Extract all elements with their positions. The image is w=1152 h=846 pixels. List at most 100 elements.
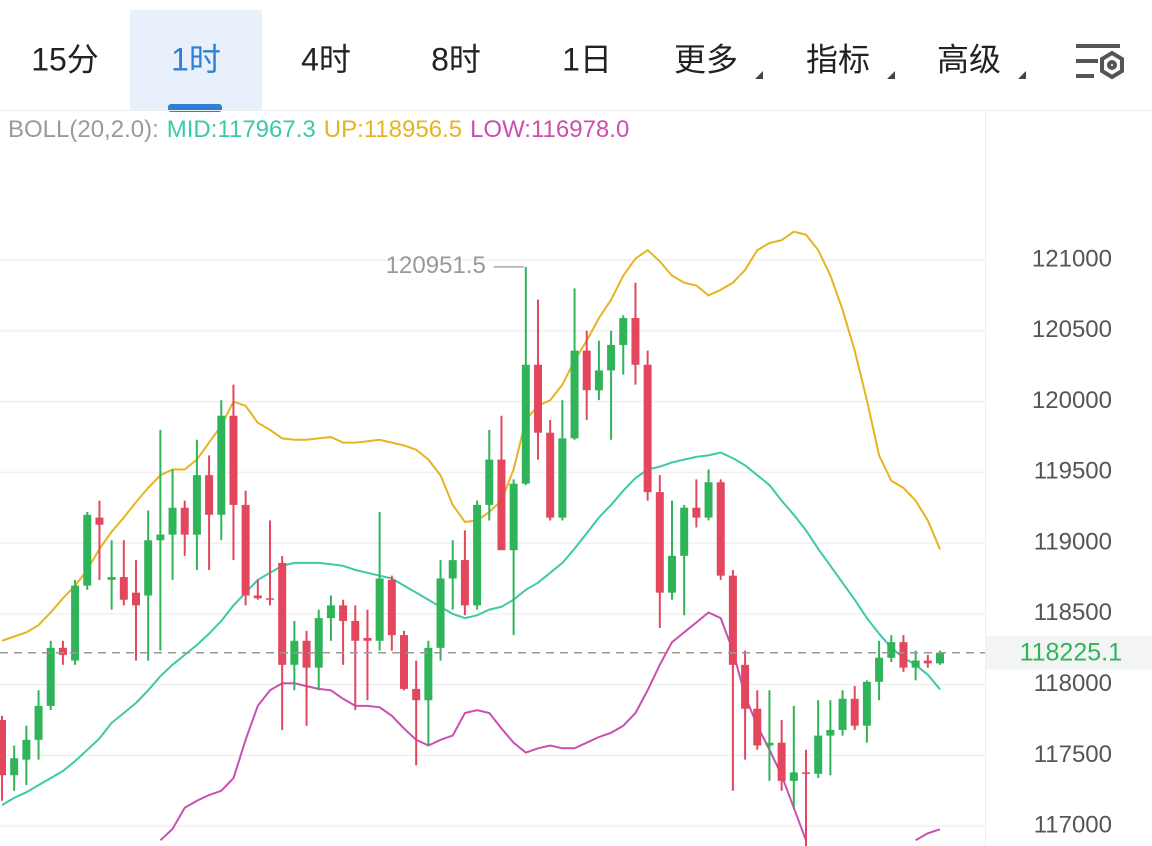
candle-body <box>95 517 104 525</box>
candle-body <box>132 592 140 606</box>
y-tick-label: 119000 <box>1034 528 1112 555</box>
candle-body <box>899 642 908 668</box>
candle-body <box>460 560 469 606</box>
candle-body <box>180 507 189 535</box>
tab[interactable]: 1日 <box>562 41 612 77</box>
candle-body <box>521 364 530 484</box>
candle-body <box>582 350 591 391</box>
y-tick-label: 117500 <box>1034 741 1112 768</box>
settings-icon[interactable] <box>1076 44 1124 80</box>
candle-body <box>314 618 323 668</box>
tab[interactable]: 指标 <box>806 41 870 77</box>
candle-body <box>887 642 896 658</box>
candle-body <box>34 705 43 740</box>
candle-body <box>826 729 835 736</box>
candle-body <box>58 647 67 655</box>
candle-body <box>534 364 542 433</box>
candle-body <box>631 318 640 365</box>
y-tick-label: 120000 <box>1032 387 1112 414</box>
candle-body <box>485 459 494 505</box>
dropdown-caret <box>887 71 895 79</box>
candle-body <box>497 459 506 551</box>
dropdown-caret <box>755 71 763 79</box>
candle-body <box>802 772 810 774</box>
candle-body <box>168 507 177 535</box>
tab-active-bg <box>130 10 262 110</box>
candle-body <box>339 605 348 621</box>
tab[interactable]: 高级 <box>937 41 1001 77</box>
candle-body <box>570 350 579 439</box>
candle-body <box>217 415 226 515</box>
candle-body <box>753 708 762 746</box>
candle-body <box>46 647 55 706</box>
candle-body <box>400 635 408 689</box>
candle-body <box>156 534 165 541</box>
indicator-up: UP:118956.5 <box>324 116 462 143</box>
candle-body <box>814 735 823 774</box>
candle-body <box>546 432 555 518</box>
candle-body <box>765 742 774 746</box>
candle-body <box>387 579 396 636</box>
candle-body <box>875 657 884 682</box>
candle-body <box>22 739 31 760</box>
tab[interactable]: 15分 <box>31 41 99 77</box>
candle-body <box>473 504 482 606</box>
max-label: 120951.5 <box>386 252 486 279</box>
y-tick-label: 118000 <box>1034 670 1112 697</box>
candle-body <box>253 595 262 599</box>
candle-body <box>850 698 859 726</box>
y-tick-label: 118500 <box>1034 599 1112 626</box>
candle-body <box>838 698 847 730</box>
candle-body <box>424 647 433 701</box>
candle-body <box>716 482 725 576</box>
candle-body <box>71 585 80 661</box>
candle-body <box>107 577 116 580</box>
candle-body <box>448 560 457 579</box>
tab-bar: 15分 1时 4时 8时 1日 更多 指标 高级 <box>31 10 1026 112</box>
indicator-mid: MID:117967.3 <box>167 116 316 143</box>
candle-body <box>558 438 567 518</box>
candle-body <box>302 640 311 668</box>
plot: 120951.5 <box>0 230 944 846</box>
last-price-label: 118225.1 <box>1020 638 1122 666</box>
dropdown-caret <box>1018 71 1026 79</box>
candle-body <box>266 598 274 600</box>
candle-body <box>923 660 932 664</box>
candle-body <box>704 482 713 518</box>
candle-body <box>192 475 201 535</box>
candle-body <box>509 483 518 551</box>
last-price-box <box>986 635 1152 670</box>
candle-body <box>619 318 628 345</box>
tab[interactable]: 4时 <box>301 41 351 77</box>
candle-body <box>680 507 689 556</box>
candle-body <box>936 652 944 664</box>
candle-body <box>363 637 372 641</box>
candle-body <box>144 540 153 596</box>
band-line <box>1 230 941 642</box>
candle-body <box>668 555 676 593</box>
candle-body <box>436 578 445 648</box>
indicator-name: BOLL(20,2.0): <box>8 116 159 143</box>
candle-body <box>789 772 798 781</box>
y-tick-label: 120500 <box>1032 316 1112 343</box>
candle-body <box>911 660 920 668</box>
tab[interactable]: 更多 <box>674 41 738 77</box>
candle-body <box>375 578 384 641</box>
candle-body <box>278 562 287 665</box>
candle-body <box>777 742 786 781</box>
candle-body <box>0 720 6 776</box>
candle-body <box>119 577 128 600</box>
band-line <box>159 611 941 842</box>
tab[interactable]: 8时 <box>431 41 481 77</box>
candle-body <box>607 344 616 371</box>
tab[interactable]: 1时 <box>171 41 221 77</box>
candle-body <box>655 492 664 593</box>
candle-body <box>643 364 652 493</box>
indicator-text: BOLL(20,2.0): MID:117967.3 UP:118956.5 LOW:… <box>8 116 629 143</box>
candle-body <box>741 664 750 709</box>
candle-body <box>10 758 19 776</box>
candle-body <box>412 688 421 701</box>
band-line <box>1 451 941 806</box>
